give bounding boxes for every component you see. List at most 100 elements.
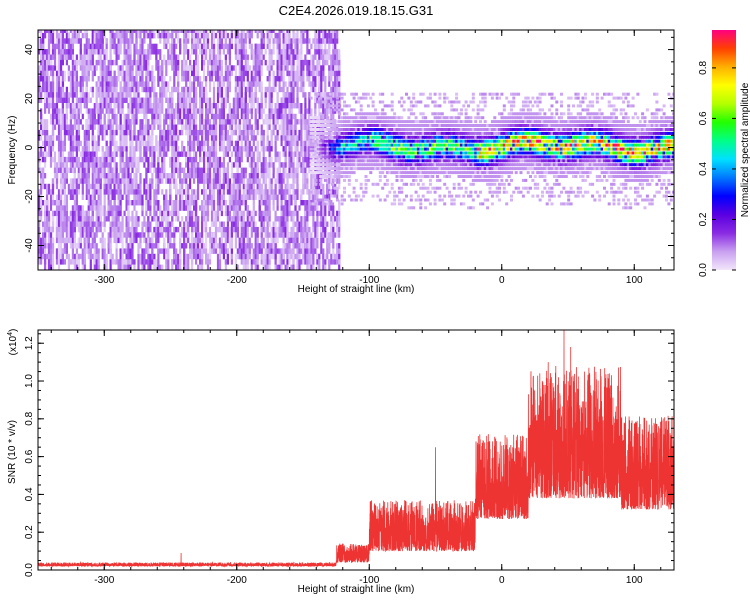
spectrogram-cell bbox=[246, 103, 249, 109]
spectrogram-cell bbox=[111, 189, 114, 200]
spectrogram-cell bbox=[199, 49, 202, 55]
spectrogram-cell bbox=[83, 30, 86, 33]
spectrogram-cell bbox=[272, 243, 275, 249]
spectrogram-cell bbox=[201, 237, 204, 244]
spectrogram-cell bbox=[169, 32, 172, 39]
spectrogram-cell bbox=[87, 54, 90, 71]
spectrogram-cell bbox=[400, 186, 404, 190]
spectrogram-cell bbox=[276, 151, 279, 157]
spectrogram-cell bbox=[145, 59, 148, 71]
spectrogram-cell bbox=[405, 135, 408, 139]
spectrogram-cell bbox=[167, 173, 170, 179]
spectrogram-cell bbox=[149, 205, 152, 217]
spectrogram-cell bbox=[236, 30, 239, 33]
spectrogram-cell bbox=[131, 30, 134, 44]
spectrogram-cell bbox=[338, 243, 341, 249]
spectrogram-cell bbox=[362, 159, 366, 163]
spectrogram-cell bbox=[175, 194, 178, 211]
spectrogram-cell bbox=[47, 253, 51, 270]
spectrogram-cell bbox=[376, 135, 380, 139]
spectrogram-cell bbox=[278, 264, 281, 270]
spectrogram-cell bbox=[421, 135, 425, 139]
spectrogram-cell bbox=[121, 194, 124, 200]
spectrogram-cell bbox=[402, 100, 406, 104]
spectrogram-cell bbox=[290, 92, 293, 103]
spectrogram-cell bbox=[193, 237, 196, 244]
spectrogram-cell bbox=[343, 167, 346, 171]
spectrogram-cell bbox=[366, 131, 370, 135]
spectrogram-cell bbox=[357, 96, 361, 100]
spectrogram-cell bbox=[419, 147, 423, 151]
spectrogram-cell bbox=[123, 70, 126, 82]
spectrogram-cell bbox=[381, 135, 385, 139]
spectrogram-cell bbox=[201, 30, 204, 33]
spectrogram-cell bbox=[336, 70, 339, 77]
spectrogram-cell bbox=[49, 135, 53, 147]
spectrogram-cell bbox=[324, 167, 327, 173]
spectrogram-cell bbox=[210, 54, 214, 66]
spectrogram-cell bbox=[203, 178, 206, 184]
spectrogram-cell bbox=[383, 112, 387, 116]
spectrogram-cell bbox=[205, 151, 208, 157]
spectrogram-cell bbox=[254, 76, 257, 82]
spectrogram-cell bbox=[250, 173, 253, 179]
spectrogram-cell bbox=[127, 54, 130, 66]
spectrogram-cell bbox=[323, 178, 327, 182]
spectrogram-cell bbox=[452, 143, 456, 147]
spectrogram-cell bbox=[282, 146, 285, 152]
spectrogram-cell bbox=[288, 70, 291, 77]
spectrogram-cell bbox=[412, 182, 416, 186]
spectrogram-cell bbox=[89, 216, 92, 227]
spectrogram-cell bbox=[319, 182, 323, 186]
spectrogram-cell bbox=[75, 178, 78, 190]
spectrogram-cell bbox=[335, 163, 339, 167]
spectrogram-cell bbox=[364, 143, 368, 147]
spectrogram-cell bbox=[323, 202, 327, 206]
spectrogram-cell bbox=[220, 162, 223, 168]
spectrogram-cell bbox=[203, 183, 206, 195]
spectrogram-cell bbox=[352, 163, 356, 167]
spectrogram-cell bbox=[306, 205, 309, 211]
spectrogram-cell bbox=[366, 116, 370, 120]
spectrogram-cell bbox=[336, 232, 339, 238]
spectrogram-cell bbox=[143, 30, 146, 39]
spectrogram-cell bbox=[332, 86, 335, 93]
spectrogram-cell bbox=[141, 253, 144, 265]
spectrogram-cell bbox=[77, 216, 80, 233]
spectrogram-cell bbox=[167, 30, 170, 33]
spectrogram-cell bbox=[262, 173, 265, 184]
spectrogram-cell bbox=[426, 128, 430, 131]
spectrogram-cell bbox=[153, 167, 156, 173]
spectrogram-cell bbox=[246, 178, 249, 184]
spectrogram-cell bbox=[312, 186, 315, 190]
spectrogram-cell bbox=[300, 30, 303, 39]
spectrogram-cell bbox=[65, 243, 68, 254]
spectrogram-cell bbox=[298, 151, 301, 157]
spectrogram-cell bbox=[87, 183, 90, 195]
spectrogram-cell bbox=[290, 76, 293, 82]
spectrogram-cell bbox=[115, 30, 118, 39]
spectrogram-cell bbox=[390, 171, 394, 175]
spectrogram-cell bbox=[440, 143, 444, 147]
spectrogram-cell bbox=[338, 151, 342, 155]
spectrogram-cell bbox=[65, 178, 68, 184]
spectrogram-cell bbox=[206, 253, 210, 260]
spectrogram-cell bbox=[445, 171, 449, 175]
spectrogram-cell bbox=[292, 49, 295, 66]
spectrogram-cell bbox=[326, 120, 330, 124]
spectrogram-cell bbox=[319, 151, 323, 155]
spectrogram-cell bbox=[206, 210, 210, 217]
spectrogram-cell bbox=[395, 171, 399, 175]
spectrogram-cell bbox=[433, 112, 437, 116]
spectrogram-cell bbox=[354, 128, 358, 131]
spectrogram-cell bbox=[448, 151, 451, 155]
spectrogram-cell bbox=[206, 65, 210, 71]
spectrogram-cell bbox=[214, 119, 218, 136]
spectrogram-cell bbox=[226, 173, 229, 190]
spectrogram-cell bbox=[246, 30, 249, 33]
spectrogram-cell bbox=[199, 81, 202, 98]
spectrogram-cell bbox=[242, 30, 245, 39]
spectrogram-cell bbox=[197, 264, 200, 270]
spectrogram-cell bbox=[397, 100, 401, 104]
spectrogram-cell bbox=[105, 86, 108, 93]
